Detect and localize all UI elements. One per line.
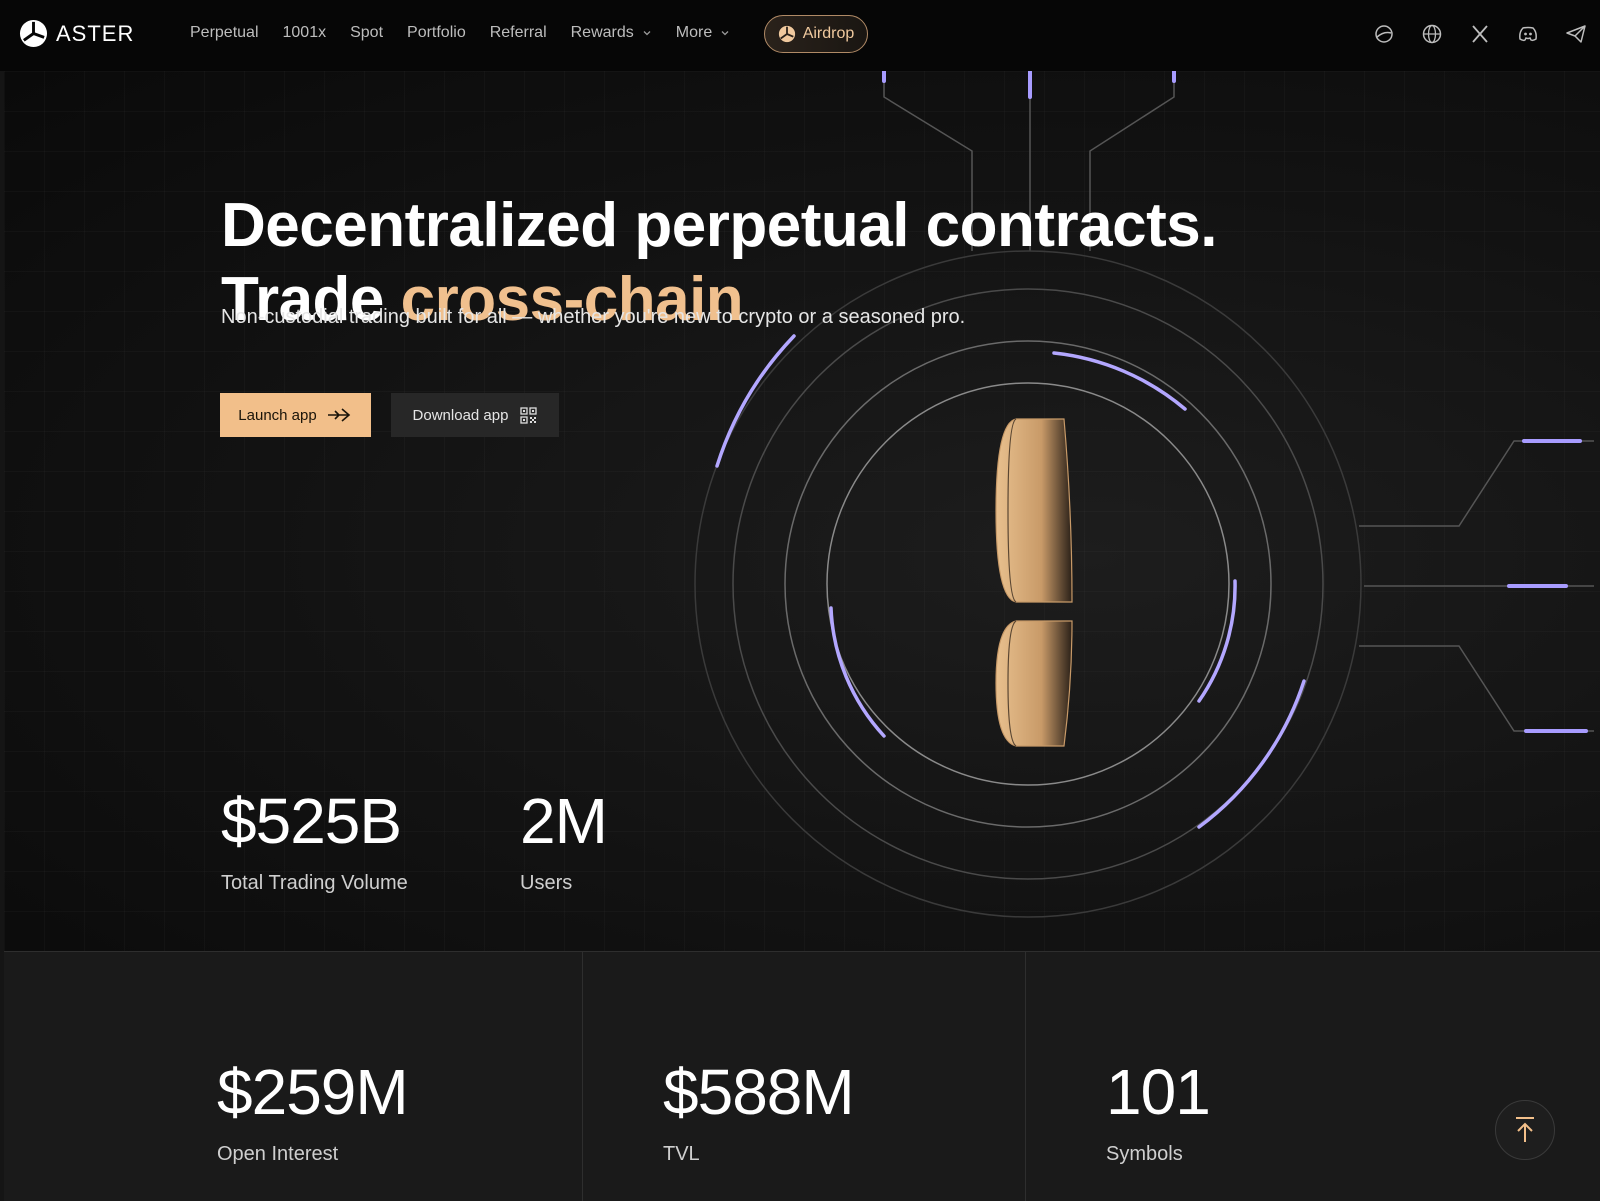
download-app-button[interactable]: Download app <box>391 393 559 437</box>
stat-label: Open Interest <box>217 1143 339 1165</box>
x-icon[interactable] <box>1468 22 1492 46</box>
metrics-section: $259M Open Interest $588M TVL 101 Symbol… <box>4 951 1600 1201</box>
social-links <box>1372 22 1588 46</box>
stat-value: $588M <box>663 1056 855 1128</box>
top-navigation-bar: ASTER Perpetual 1001x Spot Portfolio Ref… <box>0 0 1600 71</box>
main-nav: Perpetual 1001x Spot Portfolio Referral … <box>190 24 754 42</box>
arrow-right-icon <box>327 408 350 422</box>
stat-value: $525B <box>221 785 402 857</box>
nav-label: Rewards <box>570 24 634 41</box>
nav-item-1001x[interactable]: 1001x <box>283 24 327 42</box>
hero-subline: Non-custodial trading built for all — wh… <box>221 306 966 328</box>
portal-graphic <box>694 71 1594 918</box>
stat-open-interest: $259M Open Interest <box>217 1056 409 1166</box>
stat-label: Symbols <box>1106 1143 1183 1165</box>
nav-item-perpetual[interactable]: Perpetual <box>190 24 259 42</box>
nav-label: Referral <box>489 24 547 41</box>
qr-code-icon <box>520 406 538 424</box>
aster-logo-icon <box>19 19 48 48</box>
brand-name: ASTER <box>56 20 135 46</box>
scroll-to-top-button[interactable] <box>1495 1100 1555 1160</box>
globe-icon[interactable] <box>1420 22 1444 46</box>
launch-app-label: Launch app <box>238 406 317 424</box>
headline-line-2-prefix: Trade <box>221 265 401 334</box>
stat-tvl: $588M TVL <box>663 1056 855 1166</box>
stat-label: TVL <box>663 1143 700 1165</box>
arrow-up-icon <box>1516 1117 1534 1142</box>
headline-line-1: Decentralized perpetual contracts. <box>221 191 1217 260</box>
stat-label: Users <box>520 872 573 894</box>
stat-label: Total Trading Volume <box>221 872 408 894</box>
column-divider <box>582 952 583 1201</box>
nav-label: More <box>675 24 713 41</box>
headline-accent: cross-chain <box>400 265 744 334</box>
airdrop-label: Airdrop <box>802 25 855 42</box>
nav-label: Perpetual <box>190 24 259 41</box>
nav-label: Portfolio <box>407 24 466 41</box>
stat-value: 101 <box>1106 1056 1211 1128</box>
stat-total-trading-volume: $525B Total Trading Volume <box>221 786 408 895</box>
chat-bubble-icon[interactable] <box>1372 22 1396 46</box>
nav-label: Spot <box>350 24 384 41</box>
stat-value: 2M <box>520 785 608 857</box>
stat-users: 2M Users <box>520 785 608 895</box>
grid-background <box>4 71 1600 951</box>
download-app-label: Download app <box>412 406 509 424</box>
column-divider <box>1025 952 1026 1201</box>
hero-headline: Decentralized perpetual contracts. Trade… <box>221 189 1217 337</box>
chevron-down-icon <box>643 31 651 36</box>
stat-value: $259M <box>217 1056 409 1128</box>
launch-app-button[interactable]: Launch app <box>220 393 371 437</box>
airdrop-button[interactable]: Airdrop <box>764 15 868 53</box>
chevron-down-icon <box>721 31 729 36</box>
nav-item-spot[interactable]: Spot <box>350 24 383 42</box>
brand-logo[interactable]: ASTER <box>19 19 134 48</box>
discord-icon[interactable] <box>1516 22 1540 46</box>
stat-symbols: 101 Symbols <box>1106 1056 1211 1166</box>
telegram-icon[interactable] <box>1564 22 1588 46</box>
nav-item-more[interactable]: More <box>676 24 730 42</box>
nav-item-referral[interactable]: Referral <box>490 24 547 42</box>
nav-item-rewards[interactable]: Rewards <box>571 24 652 42</box>
nav-item-portfolio[interactable]: Portfolio <box>407 24 466 42</box>
aster-logo-icon <box>778 25 795 43</box>
hero-section: Decentralized perpetual contracts. Trade… <box>4 71 1600 951</box>
nav-label: 1001x <box>282 24 327 41</box>
